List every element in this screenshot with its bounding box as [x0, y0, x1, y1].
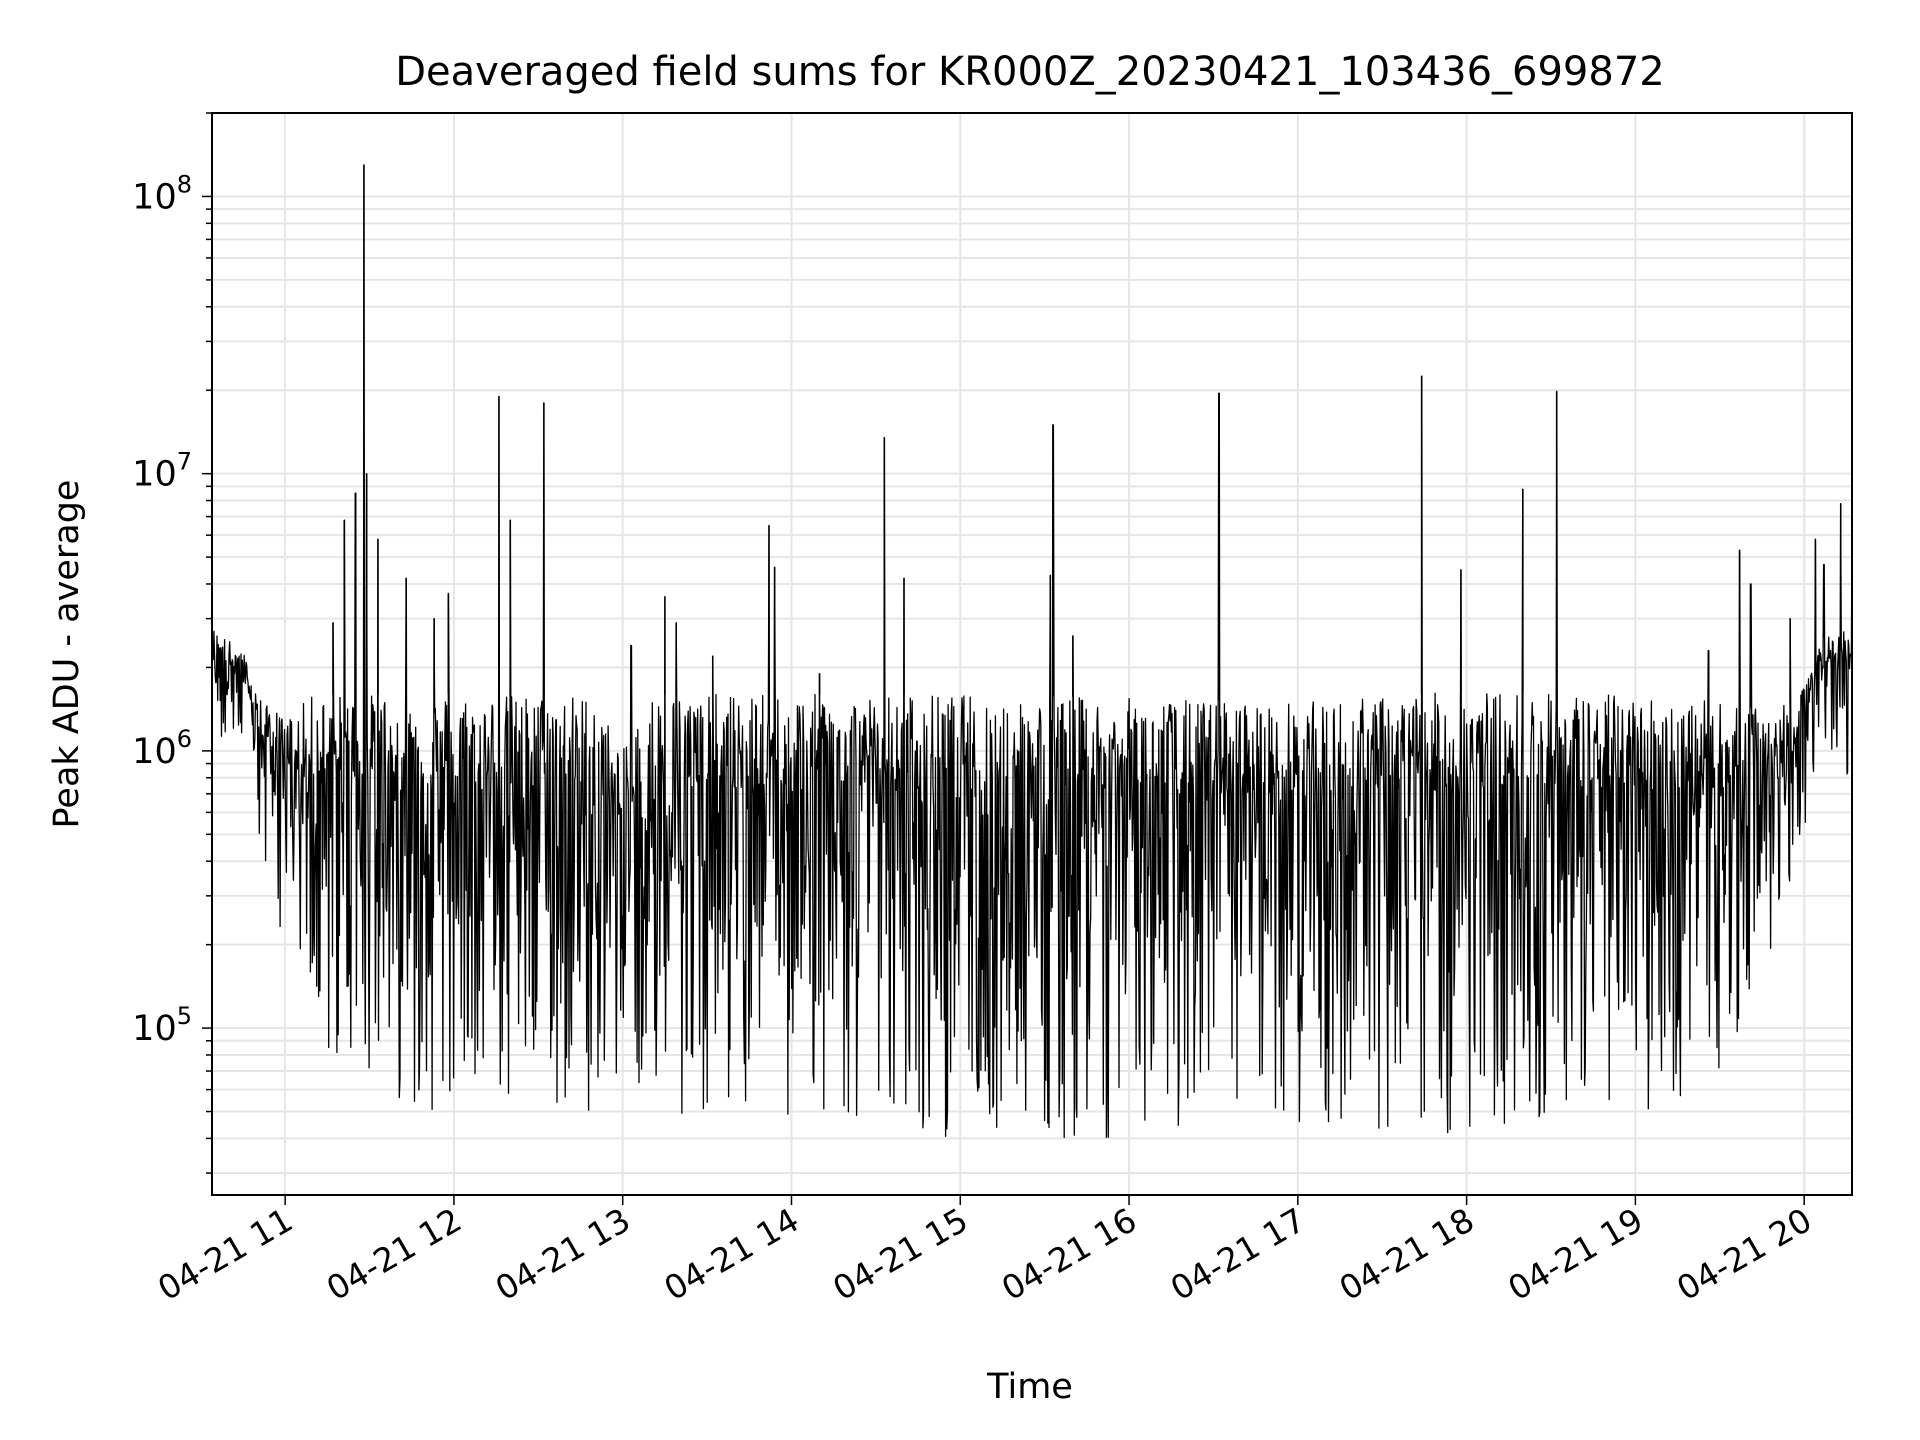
grid-layer	[212, 112, 1852, 1195]
y-tick-label: 105	[132, 1002, 192, 1049]
x-tick-label: 04-21 17	[1164, 1200, 1312, 1308]
axes-layer: 04-21 11 04-21 12 04-21 13 04-21 14 04-21 15…	[132, 112, 1853, 1308]
x-tick-label: 04-21 20	[1670, 1200, 1818, 1308]
y-tick-label: 108	[132, 170, 192, 217]
y-tick-label: 107	[132, 448, 192, 495]
x-tick-label: 04-21 13	[489, 1200, 637, 1308]
x-axis-label: Time	[986, 1367, 1073, 1407]
x-tick-label: 04-21 15	[826, 1200, 974, 1308]
x-tick-label: 04-21 11	[151, 1200, 299, 1308]
y-axis-label: Peak ADU - average	[47, 480, 87, 829]
x-tick-label: 04-21 18	[1333, 1200, 1481, 1308]
chart-title: Deaveraged field sums for KR000Z_2023042…	[395, 49, 1664, 95]
y-tick-label: 106	[132, 725, 192, 772]
x-tick-label: 04-21 19	[1501, 1200, 1649, 1308]
data-series-line	[211, 164, 1853, 1139]
plot-frame	[211, 112, 1853, 1196]
x-tick-label: 04-21 12	[320, 1200, 468, 1308]
x-tick-label: 04-21 16	[995, 1200, 1143, 1308]
x-tick-label: 04-21 14	[657, 1200, 805, 1308]
data-layer	[211, 164, 1853, 1139]
